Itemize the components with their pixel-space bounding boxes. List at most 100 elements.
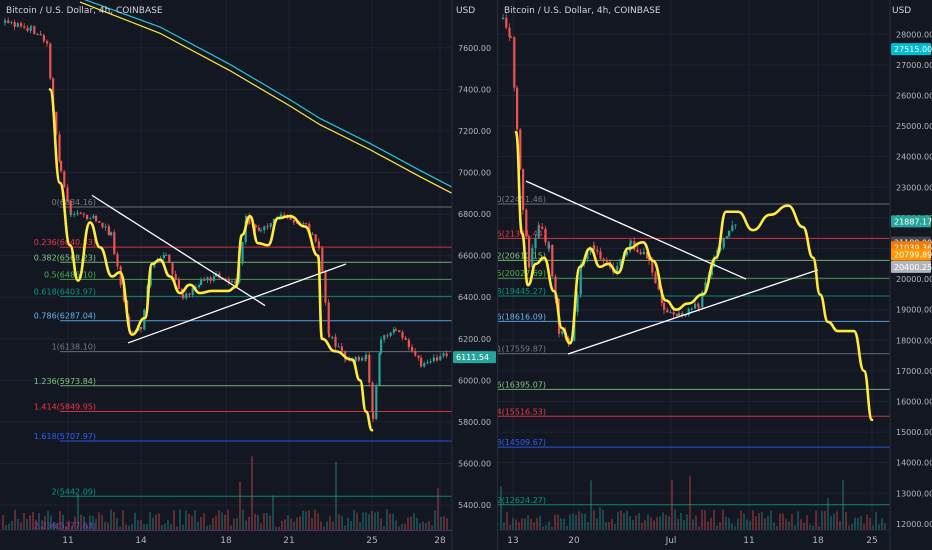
candle-body[interactable] xyxy=(107,226,110,236)
candle-body[interactable] xyxy=(245,216,248,221)
candle-body[interactable] xyxy=(63,171,66,188)
candle-body[interactable] xyxy=(7,20,10,23)
candle-body[interactable] xyxy=(694,303,697,309)
candle-body[interactable] xyxy=(417,355,420,358)
candle-body[interactable] xyxy=(162,255,165,259)
candle-body[interactable] xyxy=(371,382,374,413)
candle-body[interactable] xyxy=(602,258,605,261)
candle-body[interactable] xyxy=(283,214,286,217)
candle-body[interactable] xyxy=(534,237,537,249)
candle-body[interactable] xyxy=(4,20,7,23)
candle-body[interactable] xyxy=(218,273,221,278)
candle-body[interactable] xyxy=(280,214,283,217)
right-chart-pane[interactable]: 0(22451.46)0.236(21331.44)0.382(20610.15… xyxy=(498,0,932,550)
candle-body[interactable] xyxy=(266,226,269,228)
candle-body[interactable] xyxy=(328,333,331,338)
candle-body[interactable] xyxy=(46,41,49,44)
trendline[interactable] xyxy=(127,263,347,344)
candle-body[interactable] xyxy=(269,223,272,227)
candle-body[interactable] xyxy=(289,217,292,220)
candle-body[interactable] xyxy=(257,227,260,231)
candle-body[interactable] xyxy=(725,236,728,239)
candle-body[interactable] xyxy=(538,225,541,227)
candle-body[interactable] xyxy=(411,346,414,352)
candle-body[interactable] xyxy=(73,213,76,215)
trendline[interactable] xyxy=(525,180,747,280)
candle-body[interactable] xyxy=(525,209,528,237)
candle-body[interactable] xyxy=(16,23,19,27)
candle-body[interactable] xyxy=(404,337,407,340)
candle-body[interactable] xyxy=(551,244,554,277)
projection-path[interactable] xyxy=(514,130,874,422)
candle-body[interactable] xyxy=(625,251,628,256)
candle-body[interactable] xyxy=(174,274,177,280)
candle-body[interactable] xyxy=(616,266,619,272)
candle-body[interactable] xyxy=(302,223,305,225)
candle-body[interactable] xyxy=(49,43,52,79)
candle-body[interactable] xyxy=(722,238,725,248)
candle-body[interactable] xyxy=(55,111,58,135)
candle-body[interactable] xyxy=(324,271,327,303)
candle-body[interactable] xyxy=(423,363,426,367)
candle-body[interactable] xyxy=(361,358,364,361)
candle-body[interactable] xyxy=(39,34,42,36)
candle-body[interactable] xyxy=(554,276,557,299)
candle-body[interactable] xyxy=(200,279,203,286)
candle-body[interactable] xyxy=(561,331,564,334)
candle-body[interactable] xyxy=(731,225,734,231)
candle-body[interactable] xyxy=(432,357,435,362)
candle-body[interactable] xyxy=(89,218,92,220)
candle-body[interactable] xyxy=(92,215,95,219)
candle-body[interactable] xyxy=(505,17,508,28)
candle-body[interactable] xyxy=(305,223,308,225)
candle-body[interactable] xyxy=(20,23,23,27)
candle-body[interactable] xyxy=(646,251,649,259)
candle-body[interactable] xyxy=(420,357,423,367)
candle-body[interactable] xyxy=(182,293,185,299)
candle-body[interactable] xyxy=(95,215,98,222)
candle-body[interactable] xyxy=(116,254,119,267)
candle-body[interactable] xyxy=(445,353,448,356)
candle-body[interactable] xyxy=(519,129,522,170)
candle-body[interactable] xyxy=(651,260,654,273)
candle-body[interactable] xyxy=(372,412,375,419)
candle-body[interactable] xyxy=(113,232,116,255)
candle-body[interactable] xyxy=(58,134,61,162)
candle-body[interactable] xyxy=(531,248,534,268)
right-chart-canvas[interactable]: 0(22451.46)0.236(21331.44)0.382(20610.15… xyxy=(498,0,932,550)
candle-body[interactable] xyxy=(33,26,36,35)
left-chart-pane[interactable]: 0(6834.16) 0.236(6640.83) 0.382(6568.23) 0.… xyxy=(0,0,498,550)
candle-body[interactable] xyxy=(357,357,360,361)
candle-body[interactable] xyxy=(79,212,82,214)
candle-body[interactable] xyxy=(541,226,544,229)
candle-body[interactable] xyxy=(241,242,244,264)
candle-body[interactable] xyxy=(586,252,589,259)
candle-body[interactable] xyxy=(30,26,33,28)
candle-body[interactable] xyxy=(314,234,317,242)
candle-body[interactable] xyxy=(663,303,666,310)
candle-body[interactable] xyxy=(728,230,731,237)
candle-body[interactable] xyxy=(227,278,230,283)
candle-body[interactable] xyxy=(690,308,693,310)
candle-body[interactable] xyxy=(340,346,343,352)
candle-body[interactable] xyxy=(317,241,320,247)
candle-body[interactable] xyxy=(378,352,381,386)
candle-body[interactable] xyxy=(508,27,511,37)
candle-body[interactable] xyxy=(224,278,227,280)
candle-body[interactable] xyxy=(605,260,608,262)
price-axis[interactable] xyxy=(890,0,932,550)
candle-body[interactable] xyxy=(548,244,551,249)
candle-body[interactable] xyxy=(101,222,104,228)
price-axis[interactable] xyxy=(452,0,497,550)
candle-body[interactable] xyxy=(311,233,314,235)
candle-body[interactable] xyxy=(171,263,174,275)
candle-body[interactable] xyxy=(407,339,410,347)
projection-path[interactable] xyxy=(48,88,374,432)
candle-body[interactable] xyxy=(248,216,251,224)
candle-body[interactable] xyxy=(672,312,675,315)
candle-body[interactable] xyxy=(86,214,89,220)
candle-body[interactable] xyxy=(36,34,39,36)
candle-body[interactable] xyxy=(687,308,690,316)
candle-body[interactable] xyxy=(436,357,439,361)
candle-body[interactable] xyxy=(510,36,513,38)
